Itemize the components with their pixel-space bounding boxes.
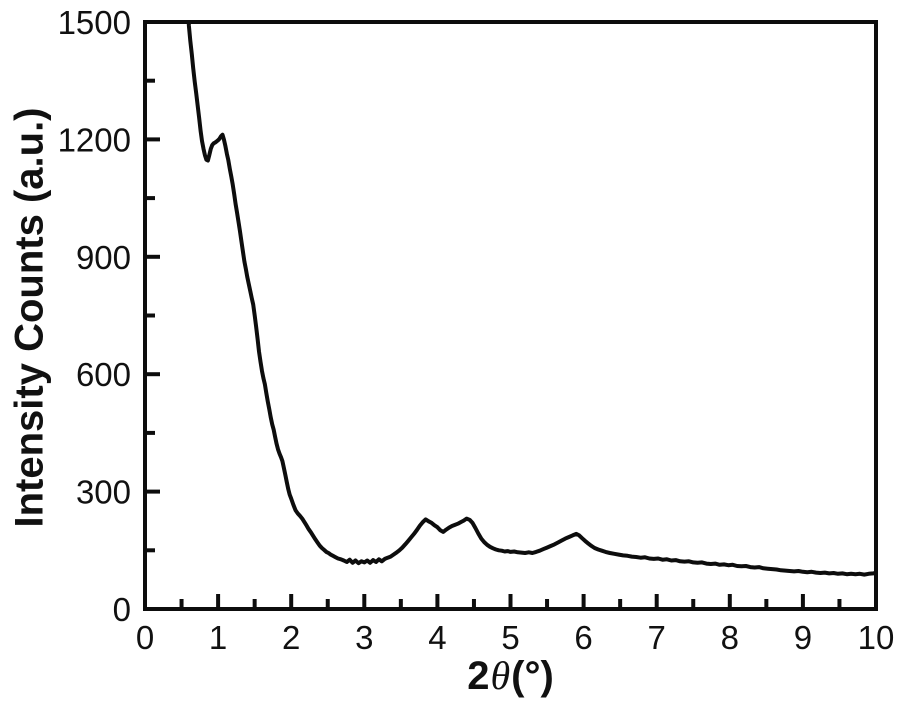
x-tick-label: 0 bbox=[136, 619, 154, 656]
x-axis-title-theta-symbol: θ bbox=[490, 653, 511, 698]
y-tick-label: 300 bbox=[76, 474, 131, 511]
x-axis-title-degree-unit: (°) bbox=[511, 654, 554, 698]
xrd-curve bbox=[186, 22, 876, 577]
y-axis-title: Intensity Counts (a.u.) bbox=[7, 107, 52, 528]
y-tick-label: 0 bbox=[113, 591, 131, 628]
y-tick-label: 600 bbox=[76, 356, 131, 393]
x-tick-label: 9 bbox=[794, 619, 812, 656]
x-tick-label: 5 bbox=[501, 619, 519, 656]
x-tick-label: 3 bbox=[355, 619, 373, 656]
x-tick-label: 4 bbox=[428, 619, 446, 656]
plot-frame bbox=[143, 20, 878, 611]
x-tick-label: 10 bbox=[858, 619, 895, 656]
y-tick-label: 1500 bbox=[58, 4, 131, 41]
x-axis-title: 2θ(°) bbox=[145, 652, 876, 700]
x-tick-label: 7 bbox=[648, 619, 666, 656]
y-tick-label: 1200 bbox=[58, 121, 131, 158]
x-tick-label: 1 bbox=[209, 619, 227, 656]
x-axis-title-prefix: 2 bbox=[467, 654, 490, 698]
y-tick-label: 900 bbox=[76, 239, 131, 276]
x-tick-label: 2 bbox=[282, 619, 300, 656]
x-tick-label: 8 bbox=[721, 619, 739, 656]
x-tick-label: 6 bbox=[574, 619, 592, 656]
